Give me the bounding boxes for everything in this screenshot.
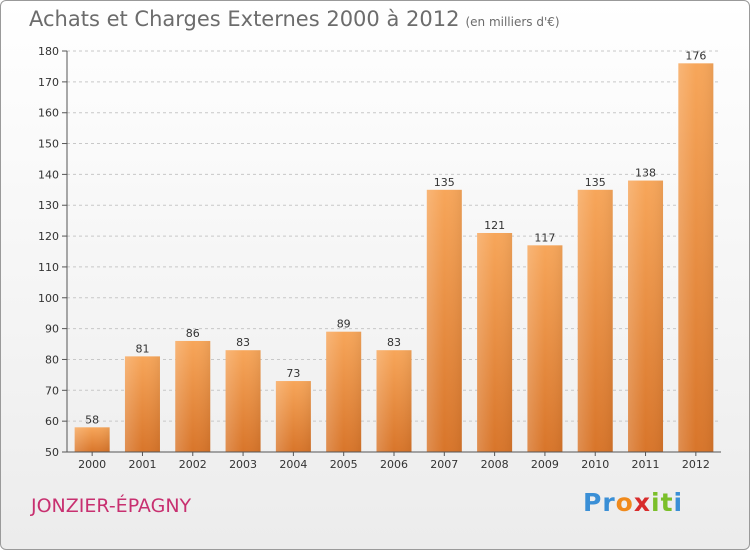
bar-shine [527, 245, 563, 452]
data-label: 81 [135, 342, 149, 355]
y-tick-label: 150 [38, 138, 59, 151]
x-tick-label: 2003 [229, 458, 257, 471]
logo-letter: i [673, 488, 684, 517]
bar-shine [678, 63, 714, 452]
x-tick-label: 2010 [581, 458, 609, 471]
data-label: 73 [286, 367, 300, 380]
axes: 50 60 70 80 90 100 110 120 130 140 150 160 170 180 200… [38, 45, 721, 471]
data-label: 138 [635, 167, 656, 180]
data-label: 135 [585, 176, 606, 189]
bar-shine [225, 350, 261, 452]
data-label: 135 [434, 176, 455, 189]
chart-subtitle: (en milliers d'€) [465, 15, 560, 29]
logo-letter: P [583, 488, 603, 517]
x-tick-label: 2009 [531, 458, 559, 471]
bar-shine [74, 427, 110, 452]
x-tick-label: 2002 [179, 458, 207, 471]
bar-shine [426, 189, 462, 453]
x-tick-label: 2006 [380, 458, 408, 471]
y-tick-label: 100 [38, 292, 59, 305]
logo-letter: r [602, 488, 616, 517]
x-tick-label: 2005 [330, 458, 358, 471]
x-tick-label: 2011 [632, 458, 660, 471]
logo-letter: t [660, 488, 674, 517]
logo-letter: i [651, 488, 661, 517]
y-tick-label: 70 [45, 384, 59, 397]
x-tick-label: 2012 [682, 458, 710, 471]
y-tick-label: 180 [38, 45, 59, 58]
y-tick-label: 170 [38, 76, 59, 89]
bar-shine [124, 356, 160, 452]
logo-letter: x [633, 488, 651, 517]
chart-title: Achats et Charges Externes 2000 à 2012 (e… [29, 7, 560, 31]
x-tick-label: 2001 [128, 458, 156, 471]
bars [74, 63, 714, 453]
bar-shine [376, 350, 412, 452]
logo-letter: o [615, 488, 634, 517]
location-name: JONZIER-ÉPAGNY [31, 495, 192, 517]
data-label: 83 [387, 336, 401, 349]
y-tick-label: 90 [45, 323, 59, 336]
data-label: 121 [484, 219, 505, 232]
bar-shine [577, 189, 613, 453]
bar-shine [275, 381, 311, 452]
x-tick-label: 2000 [78, 458, 106, 471]
bar-shine [628, 180, 664, 453]
data-label: 117 [534, 231, 555, 244]
data-label: 83 [236, 336, 250, 349]
data-label: 89 [337, 318, 351, 331]
y-tick-label: 140 [38, 168, 59, 181]
y-tick-label: 60 [45, 415, 59, 428]
y-tick-label: 130 [38, 199, 59, 212]
title-text: Achats et Charges Externes 2000 à 2012 [29, 7, 460, 31]
x-tick-label: 2008 [481, 458, 509, 471]
x-tick-label: 2004 [279, 458, 307, 471]
data-label: 86 [186, 327, 200, 340]
y-tick-label: 80 [45, 353, 59, 366]
proxiti-logo: Proxiti [583, 488, 683, 517]
y-tick-label: 50 [45, 446, 59, 459]
data-label: 58 [85, 413, 99, 426]
bar-shine [326, 331, 362, 452]
x-tick-label: 2007 [430, 458, 458, 471]
y-tick-label: 110 [38, 261, 59, 274]
bar-shine [175, 340, 211, 452]
y-tick-label: 120 [38, 230, 59, 243]
data-label: 176 [685, 49, 706, 62]
y-tick-label: 160 [38, 107, 59, 120]
labels: 58 81 86 83 73 89 83 135 121 117 135 138 176 [85, 49, 706, 426]
bar-shine [477, 232, 513, 452]
